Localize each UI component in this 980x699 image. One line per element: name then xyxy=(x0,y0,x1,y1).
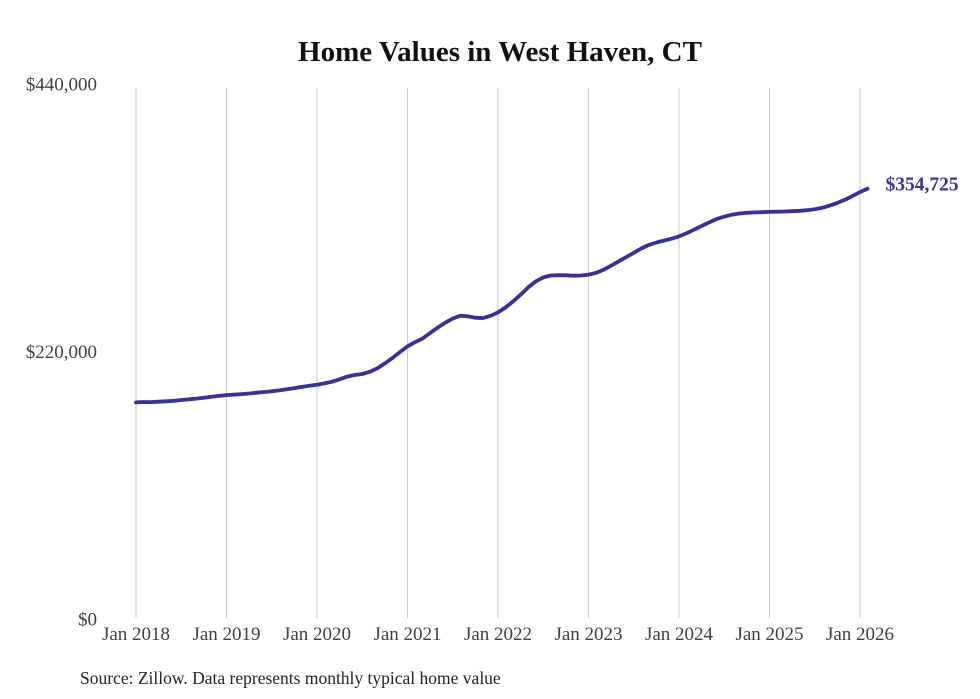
source-note: Source: Zillow. Data represents monthly … xyxy=(80,668,501,688)
latest-value-label: $354,725 xyxy=(886,175,959,196)
x-tick-label: Jan 2022 xyxy=(464,624,532,645)
x-tick-label: Jan 2023 xyxy=(554,624,622,645)
home-value-line xyxy=(134,186,870,405)
x-tick-label: Jan 2026 xyxy=(826,624,894,645)
chart-title: Home Values in West Haven, CT xyxy=(298,36,702,68)
y-axis-labels: $0 $220,000 $440,000 xyxy=(26,75,97,631)
y-tick-label: $440,000 xyxy=(26,75,97,96)
x-tick-label: Jan 2018 xyxy=(102,624,170,645)
x-axis-labels: Jan 2018 Jan 2019 Jan 2020 Jan 2021 Jan 2022… xyxy=(102,624,894,645)
x-tick-label: Jan 2021 xyxy=(373,624,441,645)
y-tick-label: $220,000 xyxy=(26,342,97,363)
x-tick-label: Jan 2020 xyxy=(283,624,351,645)
x-tick-label: Jan 2019 xyxy=(192,624,260,645)
x-tick-label: Jan 2024 xyxy=(645,624,714,645)
x-tick-label: Jan 2025 xyxy=(735,624,803,645)
y-tick-label: $0 xyxy=(78,610,97,631)
gridlines xyxy=(135,88,861,618)
